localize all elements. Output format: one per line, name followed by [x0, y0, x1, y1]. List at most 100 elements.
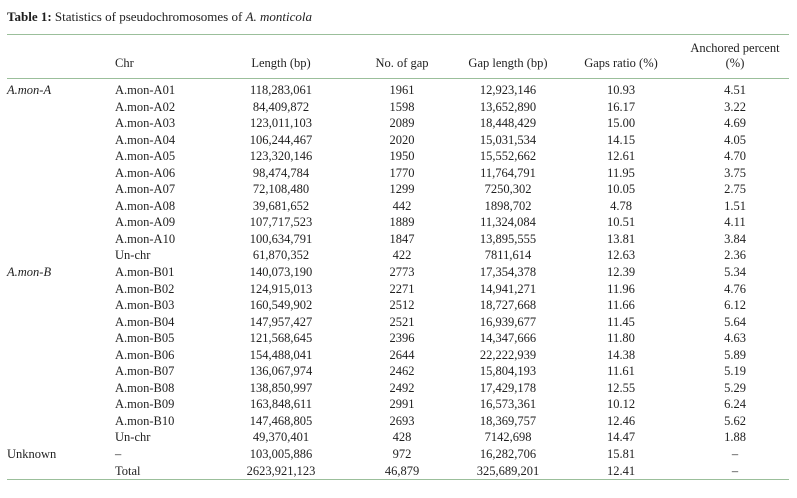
cell-chr: A.mon-B08: [115, 380, 175, 395]
cell-gaps-ratio: 11.80: [607, 331, 635, 346]
cell-gaps-ratio: 15.00: [606, 116, 636, 131]
cell-no-of-gap: 2492: [389, 380, 415, 395]
cell-gaps-ratio: 11.45: [607, 314, 635, 329]
header-row: Chr Length (bp) No. of gap Gap length (b…: [7, 34, 789, 79]
cell-chr: A.mon-A08: [115, 198, 176, 213]
cell-no-of-gap: 1770: [389, 165, 415, 180]
cell-length: 84,409,872: [252, 99, 310, 114]
cell-group: [7, 165, 107, 182]
cell-gap-length: 22,222,939: [479, 347, 537, 362]
cell-group: [7, 396, 107, 413]
table-caption: Table 1: Statistics of pseudochromosomes…: [7, 7, 789, 26]
cell-anchored-percent: –: [731, 447, 739, 462]
cell-group: [7, 148, 107, 165]
cell-no-of-gap: 428: [392, 430, 412, 445]
cell-group: [7, 297, 107, 314]
cell-chr: A.mon-B01: [115, 265, 175, 280]
col-header-length: Length (bp): [213, 34, 349, 79]
cell-gap-length: 12,923,146: [479, 83, 537, 97]
cell-group: [7, 214, 107, 231]
cell-anchored-percent: 3.75: [724, 165, 746, 180]
cell-no-of-gap: 1961: [389, 83, 415, 97]
table-row: A.mon-B07 136,067,974 2462 15,804,193 11.61 5…: [7, 363, 789, 380]
cell-chr: A.mon-B07: [115, 364, 175, 379]
cell-anchored-percent: 1.51: [724, 198, 746, 213]
cell-chr: Total: [115, 463, 141, 478]
table-row: A.mon-B04 147,957,427 2521 16,939,677 11.45 5…: [7, 314, 789, 331]
cell-length: 72,108,480: [252, 182, 310, 197]
cell-gap-length: 1898,702: [484, 198, 532, 213]
table-row: A.mon-A05 123,320,146 1950 15,552,662 12.61 4…: [7, 148, 789, 165]
cell-gaps-ratio: 14.38: [606, 347, 636, 362]
cell-gaps-ratio: 11.66: [607, 298, 635, 313]
cell-anchored-percent: 5.64: [724, 314, 746, 329]
cell-length: 118,283,061: [249, 83, 313, 97]
cell-no-of-gap: 2396: [389, 331, 415, 346]
table-row: A.mon-A10 100,634,791 1847 13,895,555 13.81 3…: [7, 231, 789, 248]
cell-gaps-ratio: 11.61: [607, 364, 635, 379]
col-header-chr: Chr: [107, 34, 213, 79]
cell-no-of-gap: 1950: [389, 149, 415, 164]
cell-no-of-gap: 2521: [389, 314, 415, 329]
cell-group: [7, 314, 107, 331]
cell-chr: A.mon-A01: [115, 83, 176, 97]
cell-gaps-ratio: 10.93: [606, 83, 636, 97]
cell-gap-length: 15,031,534: [479, 132, 537, 147]
cell-group: [7, 198, 107, 215]
cell-gap-length: 16,573,361: [479, 397, 537, 412]
cell-gap-length: 325,689,201: [476, 463, 540, 478]
cell-gap-length: 14,941,271: [479, 281, 537, 296]
table-row: A.mon-A A.mon-A01 118,283,061 1961 12,923,14…: [7, 79, 789, 99]
cell-group: A.mon-A: [7, 83, 52, 97]
cell-gap-length: 17,429,178: [479, 380, 537, 395]
cell-gaps-ratio: 12.39: [606, 265, 636, 280]
table-row: A.mon-B08 138,850,997 2492 17,429,178 12.55 5…: [7, 380, 789, 397]
cell-group: [7, 132, 107, 149]
table-row: A.mon-A09 107,717,523 1889 11,324,084 10.51 4…: [7, 214, 789, 231]
col-header-no-of-gap: No. of gap: [349, 34, 455, 79]
table-row: A.mon-B05 121,568,645 2396 14,347,666 11.80 4…: [7, 330, 789, 347]
table-row: A.mon-B02 124,915,013 2271 14,941,271 11.96 4…: [7, 281, 789, 298]
cell-no-of-gap: 2512: [389, 298, 415, 313]
cell-chr: A.mon-B05: [115, 331, 175, 346]
table-row: A.mon-B09 163,848,611 2991 16,573,361 10.12 6…: [7, 396, 789, 413]
cell-chr: A.mon-B10: [115, 413, 175, 428]
cell-gap-length: 7250,302: [484, 182, 532, 197]
cell-length: 61,870,352: [252, 248, 310, 263]
cell-length: 106,244,467: [249, 132, 313, 147]
cell-chr: A.mon-B09: [115, 397, 175, 412]
cell-length: 154,488,041: [249, 347, 313, 362]
table-row: A.mon-A03 123,011,103 2089 18,448,429 15.00 4…: [7, 115, 789, 132]
table-caption-species: A. monticola: [245, 9, 313, 24]
cell-no-of-gap: 1847: [389, 231, 415, 246]
cell-gaps-ratio: 15.81: [606, 447, 636, 462]
cell-group: [7, 181, 107, 198]
table-row: A.mon-B03 160,549,902 2512 18,727,668 11.66 6…: [7, 297, 789, 314]
cell-group: [7, 281, 107, 298]
cell-length: 140,073,190: [249, 265, 313, 280]
cell-anchored-percent: 5.19: [724, 364, 746, 379]
cell-length: 49,370,401: [252, 430, 310, 445]
cell-group: [7, 330, 107, 347]
cell-gaps-ratio: 12.46: [606, 413, 636, 428]
cell-group: [7, 380, 107, 397]
cell-anchored-percent: 4.69: [724, 116, 746, 131]
cell-length: 123,011,103: [249, 116, 313, 131]
table-row: Un-chr 49,370,401 428 7142,698 14.47 1.88: [7, 429, 789, 446]
cell-no-of-gap: 2991: [389, 397, 415, 412]
cell-anchored-percent: 6.12: [724, 298, 746, 313]
cell-chr: A.mon-A05: [115, 149, 176, 164]
col-header-gaps-ratio: Gaps ratio (%): [561, 34, 681, 79]
table-caption-text: Statistics of pseudochromosomes of: [51, 9, 246, 24]
cell-gaps-ratio: 16.17: [606, 99, 636, 114]
cell-length: 124,915,013: [249, 281, 313, 296]
cell-gaps-ratio: 13.81: [606, 231, 636, 246]
cell-chr: A.mon-B02: [115, 281, 175, 296]
col-header-anchored-percent: Anchored percent (%): [681, 34, 789, 79]
cell-length: 100,634,791: [249, 231, 313, 246]
cell-anchored-percent: 3.84: [724, 231, 746, 246]
cell-gaps-ratio: 14.15: [606, 132, 636, 147]
cell-gaps-ratio: 10.05: [606, 182, 636, 197]
table-row: A.mon-A08 39,681,652 442 1898,702 4.78 1.51: [7, 198, 789, 215]
cell-no-of-gap: 46,879: [384, 463, 420, 478]
